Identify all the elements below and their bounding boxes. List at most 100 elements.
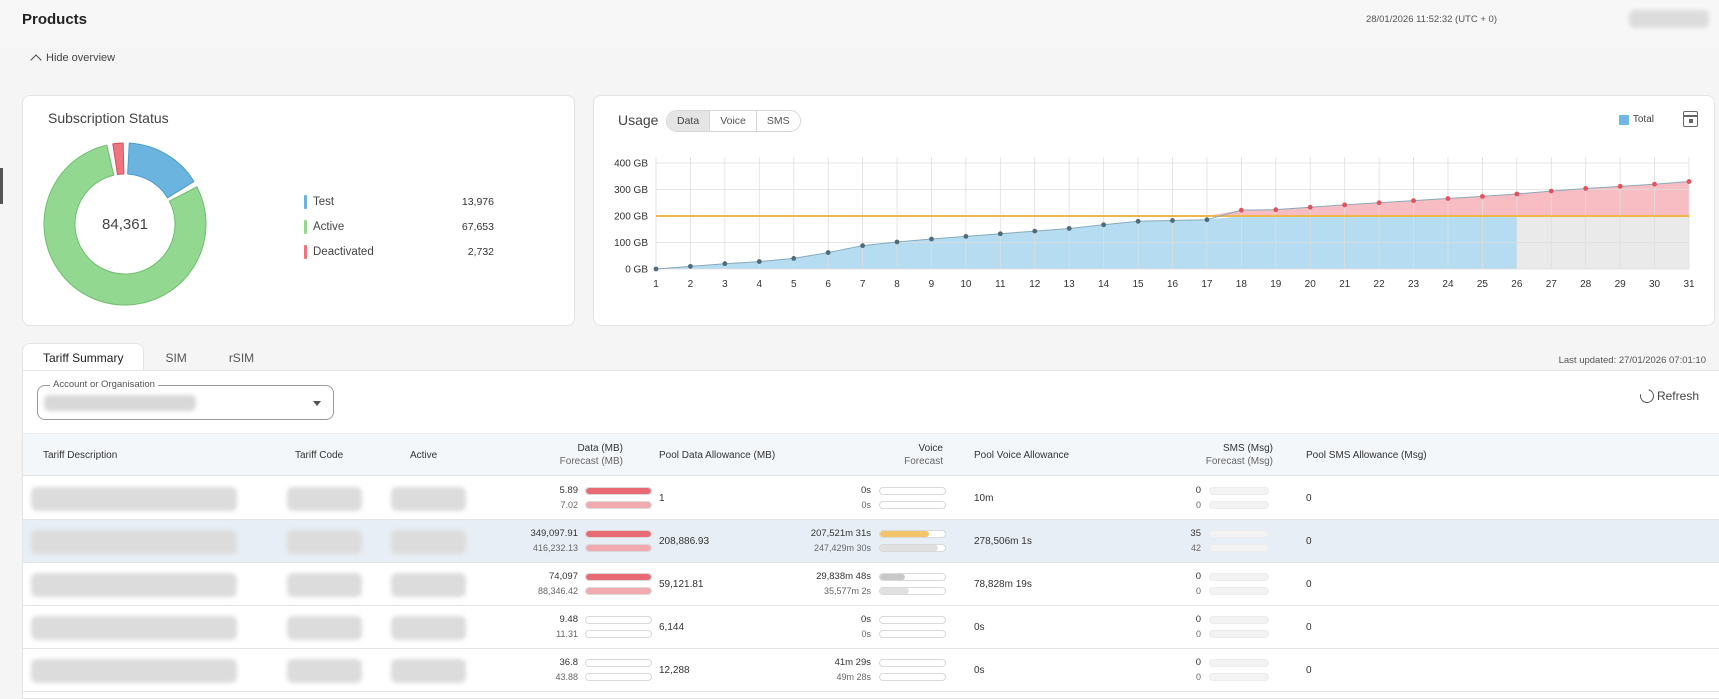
data-point[interactable]	[1101, 222, 1107, 228]
th-voice[interactable]: Voice Forecast	[843, 442, 943, 468]
tab-bar: Tariff Summary SIM rSIM	[22, 343, 275, 372]
data-point[interactable]	[1204, 217, 1210, 223]
x-tick-label: 15	[1133, 279, 1145, 290]
data-point[interactable]	[860, 243, 865, 249]
table-row[interactable]: 74,097 88,346.42 59,121.81 29,838m 48s 35,57…	[23, 563, 1719, 606]
x-tick-label: 18	[1236, 279, 1248, 290]
data-usage-bar-fill	[586, 574, 651, 580]
data-point[interactable]	[791, 256, 797, 261]
x-tick-label: 14	[1098, 279, 1110, 290]
data-forecast-bar	[585, 501, 652, 509]
data-point[interactable]	[997, 231, 1003, 237]
usage-tab-voice[interactable]: Voice	[710, 111, 757, 131]
table-row[interactable]: 9.48 11.31 6,144 0s 0s 0s 0 0 0	[23, 606, 1719, 649]
tab-sim[interactable]: SIM	[165, 351, 187, 365]
data-point[interactable]	[1066, 226, 1072, 231]
sms-forecast: 0	[1195, 672, 1201, 682]
data-point[interactable]	[722, 261, 728, 267]
tariff-code-redacted	[287, 530, 362, 554]
x-tick-label: 6	[825, 279, 831, 290]
data-point[interactable]	[1480, 193, 1485, 199]
data-point[interactable]	[1238, 207, 1244, 213]
hide-overview-toggle[interactable]: Hide overview	[30, 52, 116, 66]
voice-forecast-bar	[879, 501, 946, 509]
voice-forecast-bar	[879, 587, 946, 595]
data-point[interactable]	[1032, 228, 1038, 234]
x-tick-label: 21	[1339, 279, 1351, 290]
data-point[interactable]	[1548, 188, 1554, 194]
table-row[interactable]: 5.89 7.02 1 0s 0s 10m 0 0 0	[23, 477, 1719, 520]
voice-forecast: 247,429m 30s	[813, 543, 871, 553]
th-data-forecast: Forecast (MB)	[559, 456, 623, 467]
refresh-button[interactable]: Refresh	[1637, 386, 1699, 406]
voice-forecast-bar	[879, 544, 946, 552]
table-row[interactable]: 36.8 43.88 12,288 41m 29s 49m 28s 0s 0 0 0	[23, 649, 1719, 692]
data-point[interactable]	[1135, 218, 1141, 224]
tariff-code-redacted	[287, 573, 362, 597]
usage-tab-data[interactable]: Data	[667, 111, 711, 131]
data-point[interactable]	[1617, 183, 1623, 189]
x-tick-label: 29	[1615, 279, 1627, 290]
th-pool-data[interactable]: Pool Data Allowance (MB)	[659, 450, 776, 461]
active-count-redacted	[391, 573, 466, 597]
data-point[interactable]	[825, 250, 831, 255]
data-point[interactable]	[1411, 198, 1416, 204]
data-usage-bar	[585, 573, 652, 581]
data-point[interactable]	[929, 236, 934, 242]
user-name-redacted	[1629, 10, 1709, 28]
voice-usage-bar	[879, 530, 946, 538]
data-point[interactable]	[756, 259, 762, 264]
tariff-description-redacted	[31, 659, 237, 683]
current-timestamp: 28/01/2026 11:52:32 (UTC + 0)	[1365, 14, 1497, 25]
y-tick-label: 300 GB	[614, 185, 648, 196]
active-count-redacted	[391, 487, 466, 511]
calendar-icon[interactable]	[1683, 111, 1698, 127]
voice-forecast-bar	[879, 630, 946, 638]
th-tariff-code[interactable]: Tariff Code	[295, 450, 344, 461]
th-data[interactable]: Data (MB) Forecast (MB)	[493, 442, 623, 468]
pool-voice-allowance: 10m	[974, 493, 994, 504]
data-point[interactable]	[653, 266, 659, 272]
x-tick-label: 30	[1649, 279, 1661, 290]
th-pool-voice[interactable]: Pool Voice Allowance	[974, 450, 1070, 461]
data-forecast: 416,232.13	[532, 543, 578, 553]
usage-card: Usage Data Voice SMS Total 0 GB 100 GB 200 G…	[593, 95, 1715, 326]
data-point[interactable]	[1273, 207, 1279, 213]
x-tick-label: 8	[894, 279, 900, 290]
hide-overview-label: Hide overview	[46, 52, 116, 64]
data-point[interactable]	[1652, 181, 1657, 187]
tab-rsim[interactable]: rSIM	[228, 351, 255, 365]
legend-label: Deactivated	[313, 245, 374, 258]
voice-usage: 0s	[860, 614, 871, 625]
donut-slice-test[interactable]	[127, 142, 195, 199]
data-point[interactable]	[1307, 204, 1313, 210]
table-row[interactable]: 349,097.91 416,232.13 208,886.93 207,521m 3…	[23, 520, 1719, 563]
x-tick-label: 26	[1511, 279, 1523, 290]
tab-tariff-summary[interactable]: Tariff Summary	[22, 343, 145, 372]
donut-slice-deactivated[interactable]	[112, 142, 125, 176]
data-point[interactable]	[894, 239, 900, 245]
data-point[interactable]	[963, 234, 969, 239]
side-handle[interactable]	[0, 168, 3, 204]
th-sms-forecast: Forecast (Msg)	[1205, 456, 1273, 467]
th-pool-sms[interactable]: Pool SMS Allowance (Msg)	[1306, 450, 1427, 461]
donut-slice-active[interactable]	[43, 144, 207, 306]
th-tariff-description[interactable]: Tariff Description	[43, 450, 118, 461]
account-organisation-select[interactable]: Account or Organisation	[37, 379, 334, 420]
data-point[interactable]	[1583, 186, 1589, 191]
data-point[interactable]	[1170, 218, 1175, 223]
legend-label: Test	[313, 195, 335, 208]
th-active[interactable]: Active	[410, 450, 438, 461]
data-point[interactable]	[688, 263, 693, 269]
th-sms[interactable]: SMS (Msg) Forecast (Msg)	[1133, 442, 1273, 468]
data-point[interactable]	[1445, 196, 1451, 201]
data-point[interactable]	[1686, 179, 1692, 184]
usage-tab-sms[interactable]: SMS	[756, 111, 800, 131]
th-data-label: Data (MB)	[577, 443, 623, 454]
page-title: Products	[22, 11, 88, 28]
data-point[interactable]	[1342, 202, 1348, 208]
data-point[interactable]	[1376, 200, 1382, 206]
data-point[interactable]	[1514, 191, 1520, 197]
x-tick-label: 12	[1029, 279, 1041, 290]
chevron-down-icon	[313, 401, 321, 406]
